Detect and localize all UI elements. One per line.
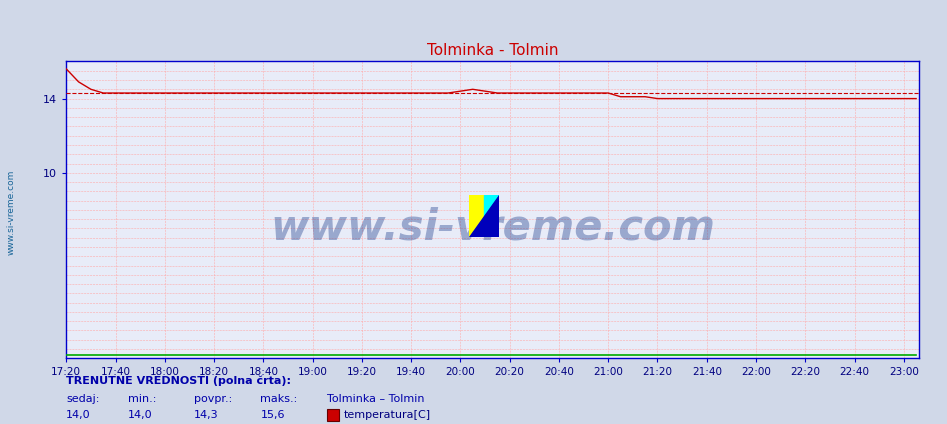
Text: 14,0: 14,0 bbox=[128, 410, 152, 421]
Text: maks.:: maks.: bbox=[260, 393, 297, 404]
Text: www.si-vreme.com: www.si-vreme.com bbox=[7, 169, 16, 255]
Text: sedaj:: sedaj: bbox=[66, 393, 99, 404]
Text: www.si-vreme.com: www.si-vreme.com bbox=[270, 206, 715, 249]
Bar bbox=[484, 195, 499, 237]
Polygon shape bbox=[469, 195, 499, 237]
Text: 14,3: 14,3 bbox=[194, 410, 219, 421]
Title: Tolminka - Tolmin: Tolminka - Tolmin bbox=[427, 42, 558, 58]
Text: povpr.:: povpr.: bbox=[194, 393, 232, 404]
Text: Tolminka – Tolmin: Tolminka – Tolmin bbox=[327, 393, 424, 404]
Text: 15,6: 15,6 bbox=[260, 410, 285, 421]
Text: TRENUTNE VREDNOSTI (polna črta):: TRENUTNE VREDNOSTI (polna črta): bbox=[66, 375, 292, 386]
Text: min.:: min.: bbox=[128, 393, 156, 404]
Text: 14,0: 14,0 bbox=[66, 410, 91, 421]
Text: temperatura[C]: temperatura[C] bbox=[344, 410, 431, 421]
Bar bbox=[469, 195, 484, 237]
